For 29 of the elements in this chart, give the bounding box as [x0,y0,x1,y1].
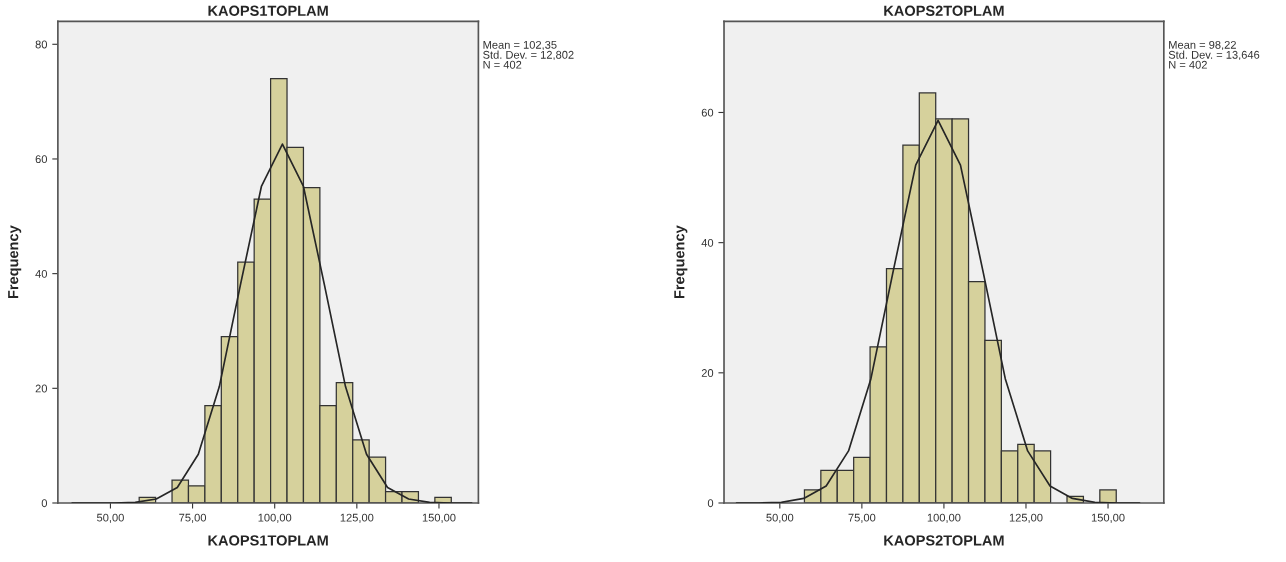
x-axis-title: KAOPS1TOPLAM [208,535,328,546]
x-axis-title: KAOPS2TOPLAM [884,535,1004,546]
text: Mean = 98,22 Std. Dev. = 13,646 N = 402 [1168,40,1260,69]
x-tick-label: 50,00 [766,513,794,523]
x-tick-label: 50,00 [96,513,124,523]
x-tick-label: 125,00 [1009,513,1043,523]
x-tick-label: 150,00 [422,513,456,523]
y-tick-label: 0 [707,499,714,508]
y-tick-label: 40 [701,238,714,247]
y-tick-label: 80 [35,40,48,49]
x-tick-label: 100,00 [258,513,292,523]
y-tick-label: 60 [701,108,714,117]
x-tick-label: 100,00 [927,513,961,523]
x-tick-label: 125,00 [340,513,374,523]
y-tick-label: 20 [35,384,48,393]
y-tick-label: 0 [41,499,48,508]
y-tick-label: 20 [701,369,714,377]
y-tick-label: 40 [35,269,48,278]
x-tick-label: 150,00 [1091,513,1125,523]
x-tick-label: 75,00 [179,513,207,523]
text: Mean = 102,35 Std. Dev. = 12,802 N = 402 [483,40,574,69]
chart-title: KAOPS2TOPLAM [884,5,1004,16]
x-tick-label: 75,00 [848,513,876,523]
chart-title: KAOPS1TOPLAM [208,5,328,16]
y-tick-label: 60 [35,155,48,164]
y-axis-title: Frequency [674,225,688,299]
y-axis-title: Frequency [8,225,22,299]
line-series [71,143,473,503]
line-series [735,119,1141,503]
